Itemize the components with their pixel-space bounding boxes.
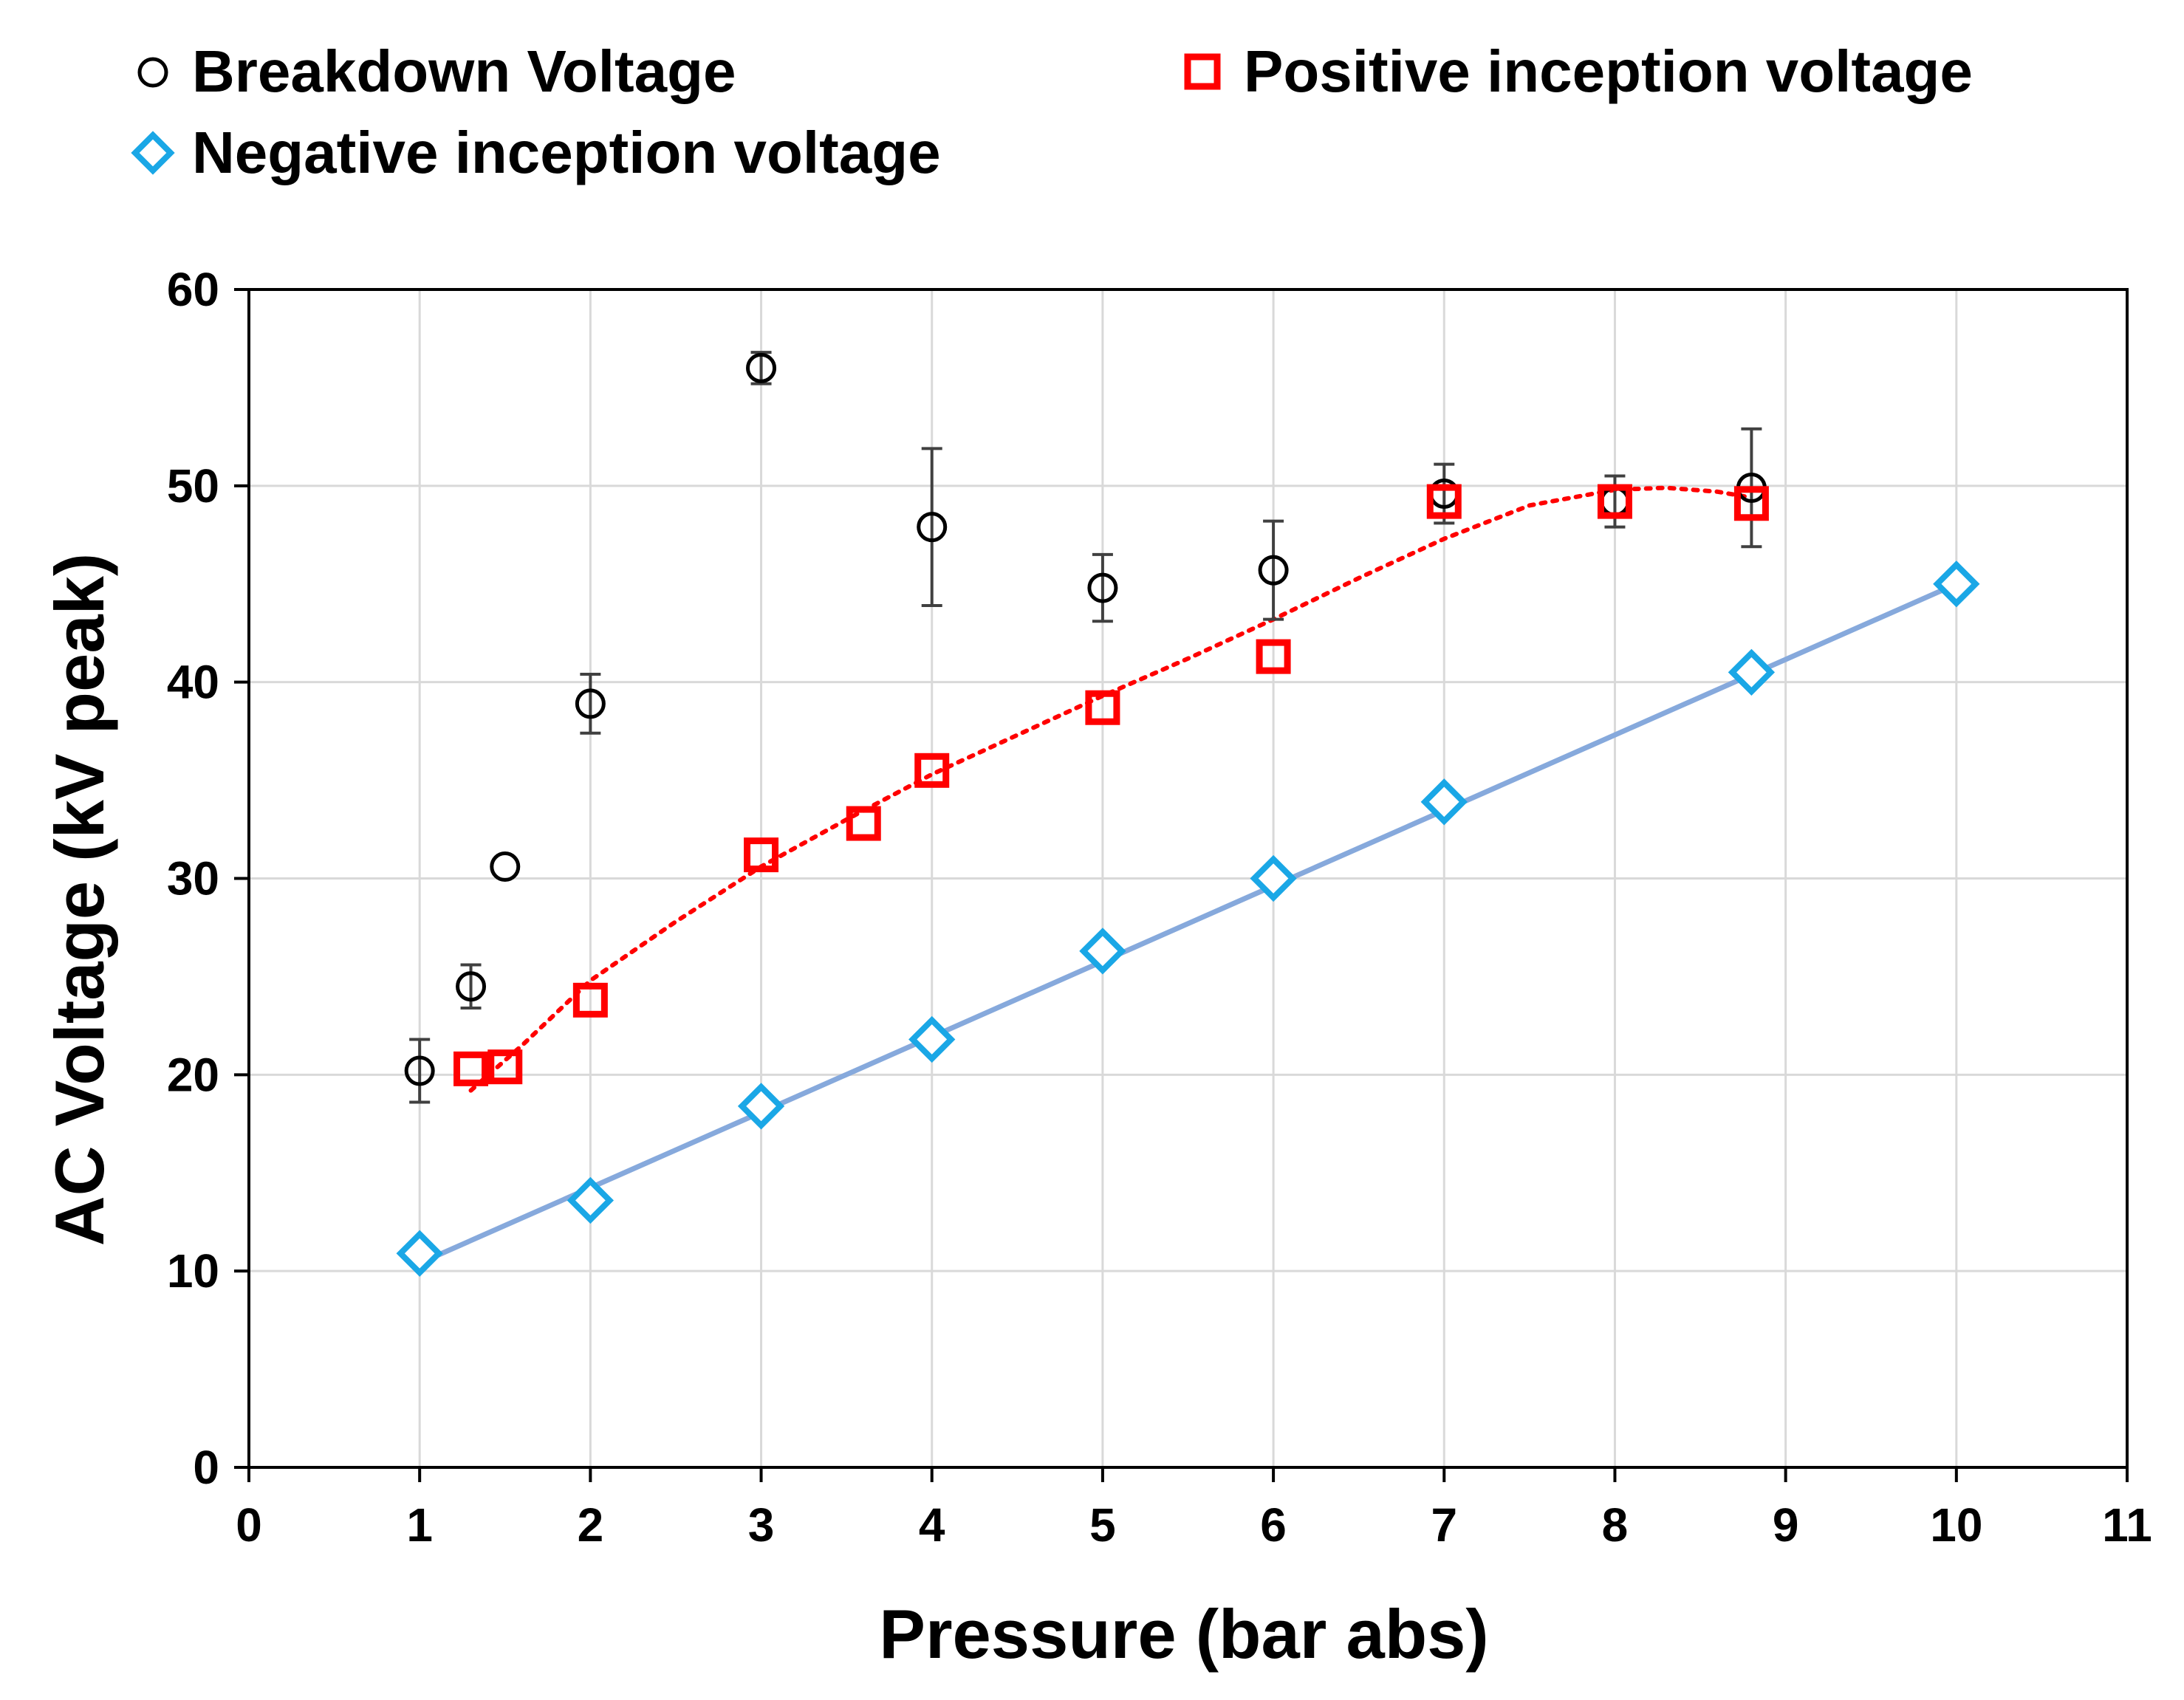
- y-tick-label: 10: [167, 1244, 219, 1298]
- breakdown-voltage-point: [575, 688, 606, 719]
- positive-inception-point: [1597, 484, 1632, 519]
- negative-inception-point: [1420, 778, 1468, 826]
- legend-label-negative: Negative inception voltage: [192, 120, 941, 185]
- positive-inception-point: [846, 806, 881, 841]
- legend-label-positive: Positive inception voltage: [1244, 38, 1973, 104]
- positive-inception-point: [1256, 639, 1291, 674]
- x-tick-label: 8: [1602, 1498, 1629, 1552]
- negative-inception-point: [1079, 928, 1126, 975]
- x-tick-label: 5: [1089, 1498, 1116, 1552]
- y-tick-label: 60: [167, 263, 219, 316]
- breakdown-voltage-point: [404, 1055, 435, 1086]
- x-tick-label: 7: [1431, 1498, 1457, 1552]
- negative-inception-point: [737, 1083, 785, 1130]
- x-axis-title: Pressure (bar abs): [879, 1595, 1488, 1673]
- x-tick-label: 4: [919, 1498, 945, 1552]
- negative-inception-point: [908, 1015, 956, 1063]
- x-tick-label: 11: [2102, 1498, 2152, 1552]
- y-tick-label: 30: [167, 852, 219, 905]
- positive-inception-point: [453, 1051, 489, 1086]
- breakdown-voltage-point: [1258, 555, 1289, 586]
- y-axis-title: AC Voltage (kV peak): [41, 553, 118, 1247]
- y-tick-label: 0: [193, 1441, 219, 1494]
- positive-inception-point: [1085, 690, 1120, 725]
- negative-inception-point: [566, 1176, 615, 1224]
- legend-square-marker: [1184, 53, 1221, 90]
- x-tick-label: 9: [1773, 1498, 1799, 1552]
- error-bars: [409, 351, 1762, 1104]
- positive-inception-point: [1426, 484, 1462, 519]
- data-points: [396, 352, 1980, 1277]
- breakdown-voltage-point: [1087, 572, 1118, 603]
- negative-inception-trendline: [417, 581, 1959, 1266]
- positive-inception-point: [914, 753, 950, 788]
- y-tick-label: 50: [167, 459, 219, 513]
- legend-diamond-marker: [131, 131, 175, 175]
- x-tick-label: 1: [406, 1498, 433, 1552]
- y-tick-label: 20: [167, 1048, 219, 1101]
- x-tick-label: 3: [748, 1498, 775, 1552]
- negative-inception-point: [396, 1230, 443, 1277]
- breakdown-voltage-point: [917, 512, 948, 543]
- gridlines: [249, 288, 2129, 1467]
- breakdown-voltage-point: [1599, 486, 1630, 517]
- legend-label-breakdown: Breakdown Voltage: [192, 38, 736, 104]
- positive-inception-point: [572, 982, 608, 1018]
- x-tick-label: 2: [578, 1498, 604, 1552]
- breakdown-voltage-point: [490, 851, 521, 882]
- legend-item-negative: Negative inception voltage: [131, 120, 941, 185]
- positive-inception-point: [744, 837, 779, 873]
- trendlines: [417, 485, 1959, 1266]
- negative-inception-point: [1728, 648, 1776, 696]
- x-tick-label: 0: [236, 1498, 262, 1552]
- breakdown-voltage-point: [746, 352, 777, 383]
- x-tick-label: 6: [1260, 1498, 1287, 1552]
- positive-inception-point: [487, 1049, 523, 1085]
- legend-circle-marker: [137, 57, 168, 88]
- positive-inception-point: [1733, 486, 1769, 521]
- negative-inception-point: [1933, 561, 1980, 608]
- negative-inception-point: [1250, 854, 1297, 902]
- legend: Breakdown Voltage Positive inception vol…: [131, 38, 1973, 185]
- y-tick-label: 40: [167, 656, 219, 709]
- legend-item-positive: Positive inception voltage: [1184, 38, 1973, 104]
- breakdown-voltage-point: [456, 971, 487, 1002]
- x-tick-label: 10: [1930, 1498, 1982, 1552]
- y-axis-ticks: 0 10 20 30 40 50 60: [167, 263, 249, 1494]
- x-axis-ticks: 0 1 2 3 4 5 6 7 8 9 10 11: [236, 1467, 2152, 1552]
- legend-item-breakdown: Breakdown Voltage: [137, 38, 736, 104]
